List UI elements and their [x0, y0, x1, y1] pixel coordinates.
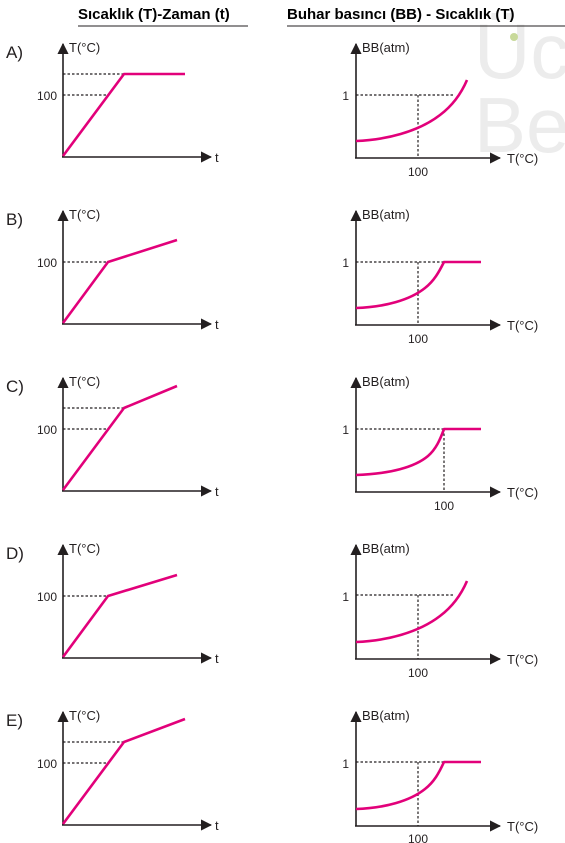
- y-axis-label: T(°C): [69, 541, 100, 556]
- temperature-curve: [61, 717, 186, 825]
- option-label: A): [6, 43, 23, 62]
- y-axis-label: BB(atm): [362, 207, 410, 222]
- temperature-curve: [61, 384, 178, 491]
- y-axis-label: BB(atm): [362, 374, 410, 389]
- x-axis-label: t: [215, 150, 219, 165]
- y-tick-label: 1: [342, 256, 349, 270]
- x-axis-label: t: [215, 317, 219, 332]
- y-tick-label: 1: [342, 590, 349, 604]
- x-axis-label: T(°C): [507, 485, 538, 500]
- x-axis-label: T(°C): [507, 652, 538, 667]
- y-tick-label: 100: [37, 757, 57, 771]
- y-axis-label: BB(atm): [362, 40, 410, 55]
- temperature-curve: [61, 573, 178, 658]
- y-tick-label: 100: [37, 89, 57, 103]
- y-tick-label: 100: [37, 423, 57, 437]
- vapor-pressure-chart: BB(atm) T(°C) 1 100: [342, 40, 538, 179]
- temperature-time-chart: T(°C) t 100: [37, 207, 219, 332]
- vapor-pressure-chart: BB(atm) T(°C) 1 100: [342, 541, 538, 680]
- x-axis-label: t: [215, 818, 219, 833]
- vapor-pressure-curve: [355, 260, 481, 310]
- y-axis-label: T(°C): [69, 374, 100, 389]
- y-axis-label: T(°C): [69, 40, 100, 55]
- y-axis-label: T(°C): [69, 708, 100, 723]
- x-axis-label: T(°C): [507, 151, 538, 166]
- vapor-pressure-curve: [355, 760, 481, 811]
- header-temperature-time: Sıcaklık (T)-Zaman (t): [78, 6, 230, 23]
- x-axis-label: t: [215, 651, 219, 666]
- y-tick-label: 100: [37, 590, 57, 604]
- vapor-pressure-chart: BB(atm) T(°C) 1 100: [342, 374, 538, 513]
- watermark-dot: [510, 33, 518, 41]
- y-axis-label: T(°C): [69, 207, 100, 222]
- option-label: B): [6, 210, 23, 229]
- x-tick-label: 100: [408, 666, 428, 680]
- option-4: D) T(°C) t 100 BB(atm) T(°C) 1 100: [6, 541, 538, 680]
- temperature-time-chart: T(°C) t 100: [37, 541, 219, 666]
- x-axis-label: T(°C): [507, 318, 538, 333]
- y-axis-label: BB(atm): [362, 708, 410, 723]
- vapor-pressure-curve: [355, 79, 469, 143]
- option-5: E) T(°C) t 100 BB(atm) T(°C) 1 100: [6, 708, 538, 843]
- watermark: Üc Be: [474, 7, 565, 169]
- vapor-pressure-chart: BB(atm) T(°C) 1 100: [342, 708, 538, 843]
- y-tick-label: 1: [342, 757, 349, 771]
- option-label: E): [6, 711, 23, 730]
- x-tick-label: 100: [408, 832, 428, 843]
- x-tick-label: 100: [408, 165, 428, 179]
- header-vapor-pressure-temperature: Buhar basıncı (BB) - Sıcaklık (T): [287, 6, 515, 23]
- temperature-curve: [61, 238, 178, 324]
- temperature-time-chart: T(°C) t 100: [37, 374, 219, 499]
- option-1: A) T(°C) t 100 BB(atm) T(°C) 1 100: [6, 40, 538, 179]
- y-axis-label: BB(atm): [362, 541, 410, 556]
- option-2: B) T(°C) t 100 BB(atm) T(°C) 1 100: [6, 207, 538, 346]
- vapor-pressure-curve: [355, 580, 469, 644]
- y-tick-label: 1: [342, 423, 349, 437]
- y-tick-label: 100: [37, 256, 57, 270]
- option-3: C) T(°C) t 100 BB(atm) T(°C) 1 100: [6, 374, 538, 513]
- watermark-line-1: Üc: [474, 7, 565, 95]
- option-label: D): [6, 544, 24, 563]
- vapor-pressure-curve: [355, 427, 481, 477]
- vapor-pressure-chart: BB(atm) T(°C) 1 100: [342, 207, 538, 346]
- watermark-line-2: Be: [474, 81, 565, 169]
- x-axis-label: t: [215, 484, 219, 499]
- temperature-time-chart: T(°C) t 100: [37, 708, 219, 833]
- option-label: C): [6, 377, 24, 396]
- temperature-curve: [61, 72, 185, 157]
- temperature-time-chart: T(°C) t 100: [37, 40, 219, 165]
- x-tick-label: 100: [434, 499, 454, 513]
- y-tick-label: 1: [342, 89, 349, 103]
- x-tick-label: 100: [408, 332, 428, 346]
- x-axis-label: T(°C): [507, 819, 538, 834]
